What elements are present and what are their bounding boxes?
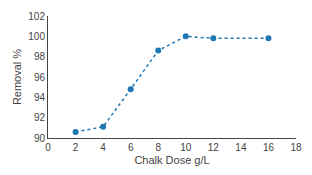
svg-text:90: 90 <box>34 133 46 144</box>
svg-text:Chalk Dose g/L: Chalk Dose g/L <box>134 154 209 166</box>
svg-text:12: 12 <box>208 142 220 153</box>
svg-text:6: 6 <box>128 142 134 153</box>
svg-text:18: 18 <box>290 142 302 153</box>
svg-text:10: 10 <box>180 142 192 153</box>
svg-text:98: 98 <box>34 51 46 62</box>
svg-text:0: 0 <box>45 142 51 153</box>
svg-text:100: 100 <box>28 31 45 42</box>
svg-text:14: 14 <box>235 142 247 153</box>
svg-text:16: 16 <box>263 142 275 153</box>
svg-text:102: 102 <box>28 11 45 22</box>
svg-text:8: 8 <box>155 142 161 153</box>
svg-text:Removal %: Removal % <box>11 49 23 105</box>
svg-text:4: 4 <box>100 142 106 153</box>
svg-text:94: 94 <box>34 92 46 103</box>
svg-text:92: 92 <box>34 112 46 123</box>
svg-text:96: 96 <box>34 72 46 83</box>
svg-text:2: 2 <box>73 142 79 153</box>
